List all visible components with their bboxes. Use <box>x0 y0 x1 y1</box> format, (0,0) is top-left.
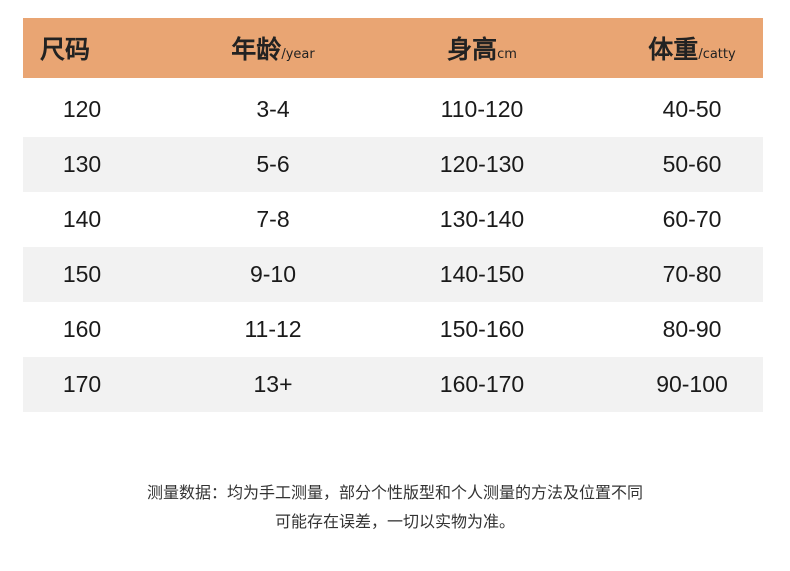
cell-height: 140-150 <box>439 261 525 287</box>
header-unit: cm <box>497 47 517 62</box>
table-row: 150 9-10 140-150 70-80 <box>23 247 763 302</box>
table-row: 140 7-8 130-140 60-70 <box>23 192 763 247</box>
table-header: 尺码 年龄/year 身高 cm 体重/catty <box>23 18 763 78</box>
table-row: 130 5-6 120-130 50-60 <box>23 137 763 192</box>
cell-size: 170 <box>62 371 102 397</box>
cell-height: 110-120 <box>440 96 524 122</box>
cell-size: 160 <box>62 316 102 342</box>
header-weight: 体重/catty <box>648 18 735 78</box>
cell-age: 11-12 <box>244 316 302 342</box>
cell-weight: 90-100 <box>656 371 728 397</box>
header-label: 年龄 <box>231 35 282 64</box>
header-age: 年龄/year <box>231 18 314 78</box>
size-chart-table: 尺码 年龄/year 身高 cm 体重/catty 120 3-4 110-120 40… <box>23 18 763 412</box>
cell-size: 120 <box>62 96 102 122</box>
header-label: 身高 <box>447 35 498 64</box>
cell-height: 130-140 <box>439 206 525 232</box>
header-label: 尺码 <box>39 35 91 64</box>
cell-height: 160-170 <box>439 371 525 397</box>
cell-age: 5-6 <box>256 151 290 177</box>
cell-age: 9-10 <box>249 261 297 287</box>
note-line-2: 可能存在误差，一切以实物为准。 <box>274 512 515 531</box>
note-line-1: 测量数据：均为手工测量，部分个性版型和个人测量的方法及位置不同 <box>146 483 643 502</box>
header-height: 身高 cm <box>447 18 517 78</box>
header-label: 体重 <box>648 35 699 64</box>
table-row: 120 3-4 110-120 40-50 <box>23 82 763 137</box>
cell-weight: 60-70 <box>662 206 722 232</box>
header-unit: /catty <box>698 47 736 62</box>
cell-size: 130 <box>62 151 102 177</box>
cell-height: 120-130 <box>439 151 525 177</box>
cell-height: 150-160 <box>439 316 525 342</box>
cell-age: 3-4 <box>256 96 290 122</box>
cell-weight: 40-50 <box>662 96 722 122</box>
cell-weight: 50-60 <box>662 151 722 177</box>
table-row: 170 13+ 160-170 90-100 <box>23 357 763 412</box>
cell-size: 150 <box>62 261 102 287</box>
cell-age: 13+ <box>253 371 293 397</box>
cell-weight: 70-80 <box>662 261 722 287</box>
cell-weight: 80-90 <box>662 316 722 342</box>
cell-size: 140 <box>62 206 102 232</box>
cell-age: 7-8 <box>256 206 290 232</box>
header-unit: /year <box>281 47 315 62</box>
table-row: 160 11-12 150-160 80-90 <box>23 302 763 357</box>
header-size: 尺码 <box>40 18 90 78</box>
